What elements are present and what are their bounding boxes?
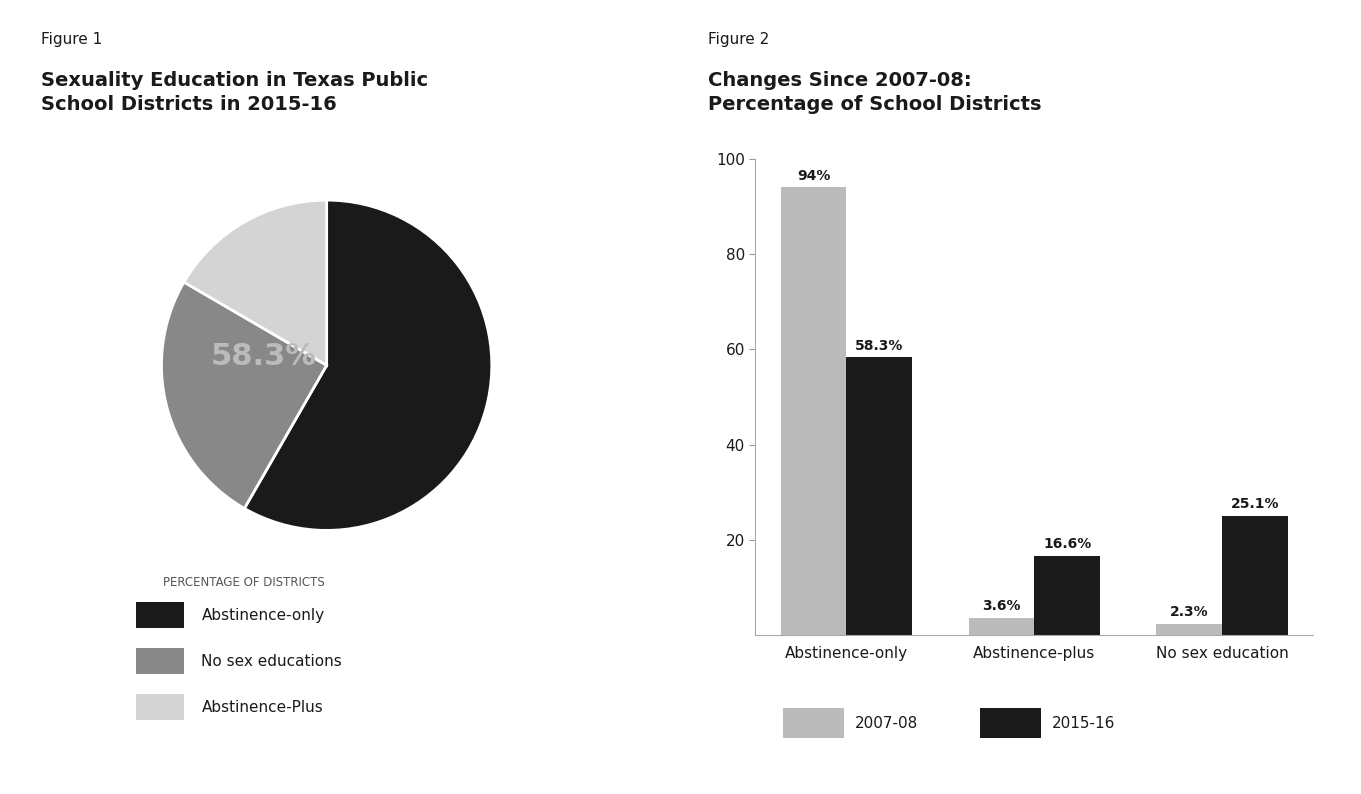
Bar [1222, 515, 1288, 635]
Text: Abstinence-only: Abstinence-only [201, 608, 324, 622]
Text: Abstinence-Plus: Abstinence-Plus [201, 700, 323, 715]
Text: 3.6%: 3.6% [983, 599, 1021, 613]
Text: 58.3%: 58.3% [855, 339, 904, 353]
Text: PERCENTAGE OF DISTRICTS: PERCENTAGE OF DISTRICTS [163, 576, 325, 588]
Wedge shape [184, 200, 327, 365]
Text: 2.3%: 2.3% [1170, 606, 1209, 619]
Text: Sexuality Education in Texas Public
School Districts in 2015-16: Sexuality Education in Texas Public Scho… [41, 71, 427, 114]
Bar [1157, 624, 1222, 635]
Wedge shape [162, 282, 327, 508]
Text: Figure 1: Figure 1 [41, 32, 102, 47]
Text: Changes Since 2007-08:
Percentage of School Districts: Changes Since 2007-08: Percentage of Sch… [708, 71, 1041, 114]
Text: Figure 2: Figure 2 [708, 32, 769, 47]
Text: 25.1%: 25.1% [331, 315, 427, 343]
Text: 25.1%: 25.1% [1230, 497, 1279, 511]
Bar [1034, 556, 1100, 635]
Bar [847, 357, 912, 635]
Wedge shape [245, 200, 491, 530]
Text: 16.6%: 16.6% [325, 404, 421, 432]
Text: No sex educations: No sex educations [201, 654, 342, 669]
Text: 16.6%: 16.6% [1043, 538, 1092, 551]
Bar [969, 618, 1034, 635]
Text: 2007-08: 2007-08 [855, 716, 917, 730]
Text: 94%: 94% [798, 168, 830, 183]
Text: 2015-16: 2015-16 [1052, 716, 1116, 730]
Text: 58.3%: 58.3% [211, 342, 317, 372]
Bar [781, 187, 847, 635]
